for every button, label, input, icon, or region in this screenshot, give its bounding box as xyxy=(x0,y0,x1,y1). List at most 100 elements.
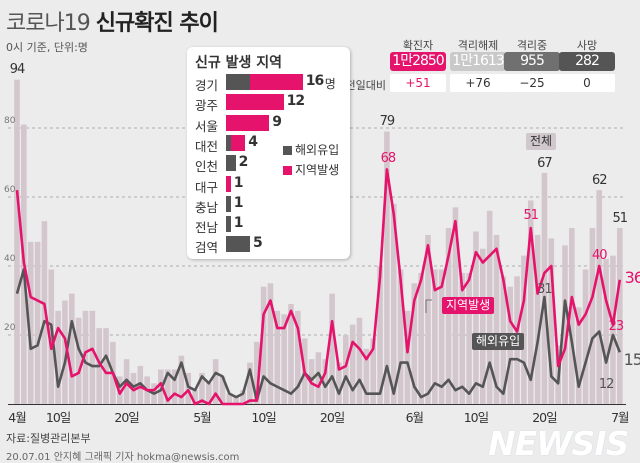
subtitle: 0시 기준, 단위:명 xyxy=(6,41,88,54)
bar-total xyxy=(75,317,82,404)
y-tick-label: 20 xyxy=(4,323,16,333)
line-imported xyxy=(15,268,622,402)
region-value: 9 xyxy=(272,113,282,130)
data-label: 12 xyxy=(598,376,615,392)
region-unit: 명 xyxy=(324,77,336,91)
bar-total xyxy=(219,376,226,404)
region-value: 1 xyxy=(233,194,244,211)
region-label: 전남 xyxy=(195,220,219,236)
data-label: 31 xyxy=(537,282,553,298)
bar-total xyxy=(466,272,472,404)
bar-total xyxy=(473,231,479,404)
data-label: 67 xyxy=(537,155,553,171)
bar-total xyxy=(418,272,424,404)
data-label: 40 xyxy=(591,248,608,263)
tag-connector xyxy=(425,299,432,313)
bar-total xyxy=(596,190,603,404)
x-tick-label: 20일 xyxy=(319,410,345,425)
region-panel: 신규 발생 지역 경기 16 명 광주 12 서울 9 대전 4 인천 2 대구 1 충남 1 전남 1 검역 5 … xyxy=(187,47,350,259)
bar-total xyxy=(397,269,404,404)
region-label: 대전 xyxy=(195,138,219,154)
bar-total xyxy=(459,272,466,404)
title-bold: 신규확진 추이 xyxy=(95,11,219,36)
bar-total xyxy=(253,341,260,404)
bar-total xyxy=(240,390,246,404)
region-bar-imported xyxy=(226,155,236,172)
stat-value: 282 xyxy=(559,52,615,71)
x-tick-label: 5월 xyxy=(193,410,211,425)
stat-diff: +51 xyxy=(390,74,446,92)
bar-total xyxy=(34,241,41,404)
bar-total xyxy=(617,228,623,404)
region-bar-local xyxy=(230,134,246,151)
bar-total xyxy=(548,238,555,404)
bar-total xyxy=(199,372,205,404)
data-label: 62 xyxy=(591,173,608,189)
data-label: 36 xyxy=(624,267,640,287)
bar-total xyxy=(226,393,233,404)
region-value: 1 xyxy=(233,174,244,191)
tag-total: 전체 xyxy=(526,133,557,150)
bar-total xyxy=(247,362,253,404)
bar-total xyxy=(527,200,534,404)
bar-total xyxy=(432,269,438,404)
bar-total xyxy=(377,266,383,404)
legend-swatch-local xyxy=(283,166,292,175)
bar-total xyxy=(55,310,61,404)
bar-total xyxy=(267,283,274,404)
bar-total xyxy=(589,228,596,404)
data-label: 23 xyxy=(608,318,625,334)
x-tick-label: 6월 xyxy=(405,410,424,425)
bar-total xyxy=(493,234,500,404)
bar-total xyxy=(281,314,287,404)
bar-total xyxy=(343,335,349,404)
region-value: 16 xyxy=(305,73,325,89)
tag-local: 지역발생 xyxy=(442,297,495,314)
bar-total xyxy=(14,79,20,404)
line-local xyxy=(15,168,622,406)
bar-total xyxy=(384,131,390,404)
bar-total xyxy=(192,390,198,404)
bar-total xyxy=(82,310,89,404)
region-label: 인천 xyxy=(195,159,219,175)
source-note: 자료:질병관리본부 xyxy=(6,432,91,445)
bar-total xyxy=(329,293,335,404)
y-tick-label: 80 xyxy=(4,116,16,126)
region-value: 5 xyxy=(253,235,263,252)
bar-total xyxy=(541,172,548,404)
page-title: 코로나19 신규확진 추이 xyxy=(6,5,219,37)
region-bar-local xyxy=(226,94,284,111)
bar-total xyxy=(185,372,192,404)
region-value: 1 xyxy=(233,215,244,232)
region-label: 대구 xyxy=(195,179,219,195)
bar-total xyxy=(582,269,589,404)
bar-total xyxy=(336,362,342,404)
bar-total xyxy=(212,359,219,404)
diff-label: 전일대비 xyxy=(345,79,386,92)
stat-value: 1만2850 xyxy=(390,52,446,71)
stat-label: 확진자 xyxy=(402,39,434,52)
bar-total xyxy=(534,234,541,404)
bar-total xyxy=(569,228,575,404)
credit-note: 20.07.01 안지혜 그래픽 기자 hokma@newsis.com xyxy=(6,452,240,463)
bar-total xyxy=(521,255,527,404)
bar-total xyxy=(322,359,329,404)
bar-total xyxy=(575,307,582,404)
x-tick-label: 4월 xyxy=(8,410,26,425)
region-bar-imported xyxy=(226,216,231,233)
x-tick-label: 7월 xyxy=(611,410,629,425)
bar-total xyxy=(356,317,363,404)
region-value: 4 xyxy=(248,133,258,150)
bar-total xyxy=(178,355,185,404)
region-bar-imported xyxy=(226,195,231,212)
bar-total xyxy=(603,259,609,404)
y-tick-label: 60 xyxy=(4,185,16,195)
bar-total xyxy=(315,352,322,404)
region-bar-imported xyxy=(226,134,231,151)
bar-total xyxy=(260,286,267,404)
data-label: 68 xyxy=(380,151,397,167)
x-tick-label: 10일 xyxy=(251,410,276,425)
stat-label: 격리중 xyxy=(516,39,548,52)
bar-total xyxy=(295,310,301,404)
